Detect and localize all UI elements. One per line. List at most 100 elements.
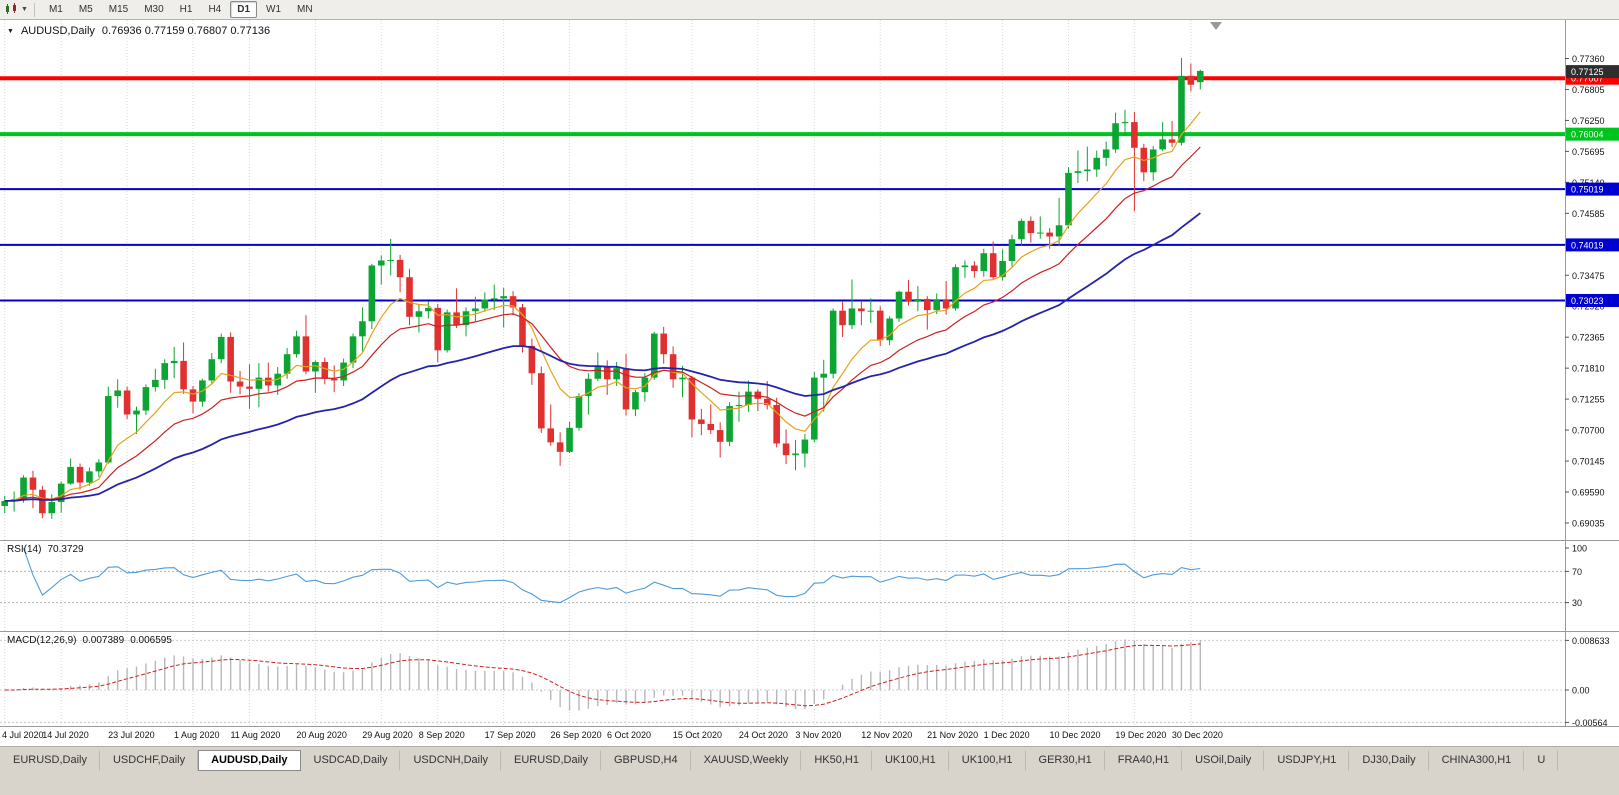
timeframe-button-h4[interactable]: H4	[208, 4, 222, 15]
date-tick-label: 26 Sep 2020	[550, 730, 602, 740]
date-tick-label: 15 Oct 2020	[672, 730, 722, 740]
price-tick-label: 0.69590	[1572, 488, 1605, 498]
date-tick-label: 14 Jul 2020	[42, 730, 89, 740]
rsi-panel[interactable]: 100 70 30	[0, 540, 1619, 631]
timeframe-button-d1[interactable]: D1	[230, 1, 258, 18]
date-tick-label: 17 Sep 2020	[484, 730, 536, 740]
price-level-badge	[1566, 182, 1619, 196]
date-tick-label: 3 Nov 2020	[795, 730, 842, 740]
price-tick-label: 0.69035	[1572, 518, 1605, 528]
price-level-badge	[1566, 65, 1619, 79]
chart-tab-gbpusd-h4[interactable]: GBPUSD,H4	[601, 750, 691, 771]
rsi-axis-label: 100	[1572, 544, 1587, 554]
macd-panel[interactable]: 0.008633 0.00 -0.00564	[0, 631, 1619, 726]
chart-tab-u[interactable]: U	[1524, 750, 1559, 771]
timeframe-button-mn[interactable]: MN	[297, 4, 313, 15]
date-tick-label: 4 Jul 2020	[2, 730, 44, 740]
date-tick-label: 11 Aug 2020	[230, 730, 281, 740]
chart-tab-audusd-daily[interactable]: AUDUSD,Daily	[198, 750, 301, 771]
main-chart[interactable]: 0.773600.768050.762500.756950.751400.745…	[0, 20, 1619, 540]
rsi-axis-label: 30	[1572, 598, 1582, 608]
date-tick-label: 1 Aug 2020	[173, 730, 220, 740]
grid-lines	[4, 20, 1192, 540]
chart-tab-uk100-h1[interactable]: UK100,H1	[949, 750, 1026, 771]
date-tick-label: 24 Oct 2020	[738, 730, 788, 740]
price-tick-label: 0.76250	[1572, 116, 1605, 126]
rsi-label: RSI(14) 70.3729	[7, 544, 84, 555]
date-tick-label: 23 Jul 2020	[108, 730, 155, 740]
candlesticks-group	[1, 57, 1204, 519]
moving-average-lines	[4, 111, 1201, 502]
price-tick-label: 0.74585	[1572, 209, 1605, 219]
ma-mid-line	[4, 146, 1201, 502]
macd-signal-value: 0.006595	[130, 635, 172, 646]
price-tick-label: 0.76805	[1572, 85, 1605, 95]
chart-tab-usoil-daily[interactable]: USOil,Daily	[1182, 750, 1265, 771]
timeframe-button-h1[interactable]: H1	[179, 4, 193, 15]
chart-shift-marker-icon[interactable]	[1210, 22, 1222, 30]
candlestick-chart-icon[interactable]	[4, 3, 19, 16]
toolbar-separator	[33, 2, 35, 17]
date-tick-label: 6 Oct 2020	[607, 730, 652, 740]
macd-axis-label: -0.00564	[1572, 718, 1608, 726]
date-tick-label: 1 Dec 2020	[983, 730, 1030, 740]
price-level-badge-label: 0.77007	[1571, 74, 1604, 84]
timeframe-button-m1[interactable]: M1	[48, 4, 63, 15]
price-level-badge	[1566, 238, 1619, 252]
macd-label: MACD(12,26,9) 0.007389 0.006595	[7, 635, 172, 646]
timeframe-button-m15[interactable]: M15	[108, 4, 129, 15]
chart-tab-usdcnh-daily[interactable]: USDCNH,Daily	[400, 750, 502, 771]
price-tick-label: 0.71810	[1572, 364, 1605, 374]
price-level-badge-label: 0.76004	[1571, 130, 1604, 140]
price-level-badge-label: 0.73023	[1571, 296, 1604, 306]
price-tick-label: 0.77360	[1572, 54, 1605, 64]
chart-tab-eurusd-daily[interactable]: EURUSD,Daily	[501, 750, 601, 771]
timeframe-buttons: M1 M5 M15 M30 H1 H4 D1 W1 MN	[42, 1, 320, 18]
chart-tab-usdcad-daily[interactable]: USDCAD,Daily	[301, 750, 401, 771]
chart-tab-dj30-daily[interactable]: DJ30,Daily	[1349, 750, 1429, 771]
ohlc-values: 0.76936 0.77159 0.76807 0.77136	[101, 25, 271, 37]
collapse-triangle-icon[interactable]: ▼	[7, 27, 14, 35]
timeframe-button-m30[interactable]: M30	[144, 4, 164, 15]
chart-tab-china300-h1[interactable]: CHINA300,H1	[1429, 750, 1525, 771]
ma-fast-line	[4, 111, 1201, 502]
timeframe-button-w1[interactable]: W1	[266, 4, 282, 15]
horizontal-level-lines[interactable]	[0, 76, 1565, 302]
date-tick-label: 8 Sep 2020	[418, 730, 465, 740]
chart-tab-ger30-h1[interactable]: GER30,H1	[1026, 750, 1105, 771]
rsi-axis-label: 70	[1572, 567, 1582, 577]
timeframe-button-m5[interactable]: M5	[78, 4, 93, 15]
chart-tab-usdjpy-h1[interactable]: USDJPY,H1	[1264, 750, 1350, 771]
ma-slow-line	[4, 212, 1201, 502]
chart-tab-fra40-h1[interactable]: FRA40,H1	[1105, 750, 1183, 771]
chart-tab-xauusd-weekly[interactable]: XAUUSD,Weekly	[691, 750, 802, 771]
date-tick-label: 21 Nov 2020	[927, 730, 979, 740]
date-tick-label: 29 Aug 2020	[362, 730, 413, 740]
chart-tab-hk50-h1[interactable]: HK50,H1	[801, 750, 872, 771]
rsi-line	[22, 547, 1201, 604]
price-axis-labels: 0.773600.768050.762500.756950.751400.745…	[1565, 54, 1619, 528]
date-tick-label: 19 Dec 2020	[1115, 730, 1167, 740]
chart-type-dropdown-caret-icon[interactable]: ▼	[21, 6, 28, 13]
rsi-value: 70.3729	[47, 544, 84, 555]
macd-axis-label: 0.00	[1572, 686, 1590, 696]
toolbar: ▼ M1 M5 M15 M30 H1 H4 D1 W1 MN	[0, 0, 1619, 20]
price-tick-label: 0.70145	[1572, 457, 1605, 467]
price-level-badge-label: 0.74019	[1571, 240, 1604, 250]
grid-lines	[4, 540, 1192, 631]
price-tick-label: 0.72365	[1572, 333, 1605, 343]
macd-axis-label: 0.008633	[1572, 636, 1610, 646]
date-tick-label: 20 Aug 2020	[296, 730, 347, 740]
macd-signal-line	[4, 643, 1201, 707]
date-tick-label: 12 Nov 2020	[861, 730, 913, 740]
chart-tabs-bar: EURUSD,Daily USDCHF,Daily AUDUSD,Daily USDC…	[0, 746, 1619, 795]
chart-tab-uk100-h1[interactable]: UK100,H1	[872, 750, 949, 771]
macd-indicator-name: MACD(12,26,9)	[7, 635, 77, 646]
chart-tab-usdchf-daily[interactable]: USDCHF,Daily	[100, 750, 199, 771]
macd-main-value: 0.007389	[82, 635, 125, 646]
time-axis[interactable]: 4 Jul 2020 14 Jul 2020 23 Jul 2020 1 Aug 20…	[0, 726, 1619, 746]
chart-tab-eurusd-daily[interactable]: EURUSD,Daily	[0, 750, 100, 771]
price-level-badge-label: 0.75019	[1571, 185, 1604, 195]
price-tick-label: 0.75695	[1572, 147, 1605, 157]
